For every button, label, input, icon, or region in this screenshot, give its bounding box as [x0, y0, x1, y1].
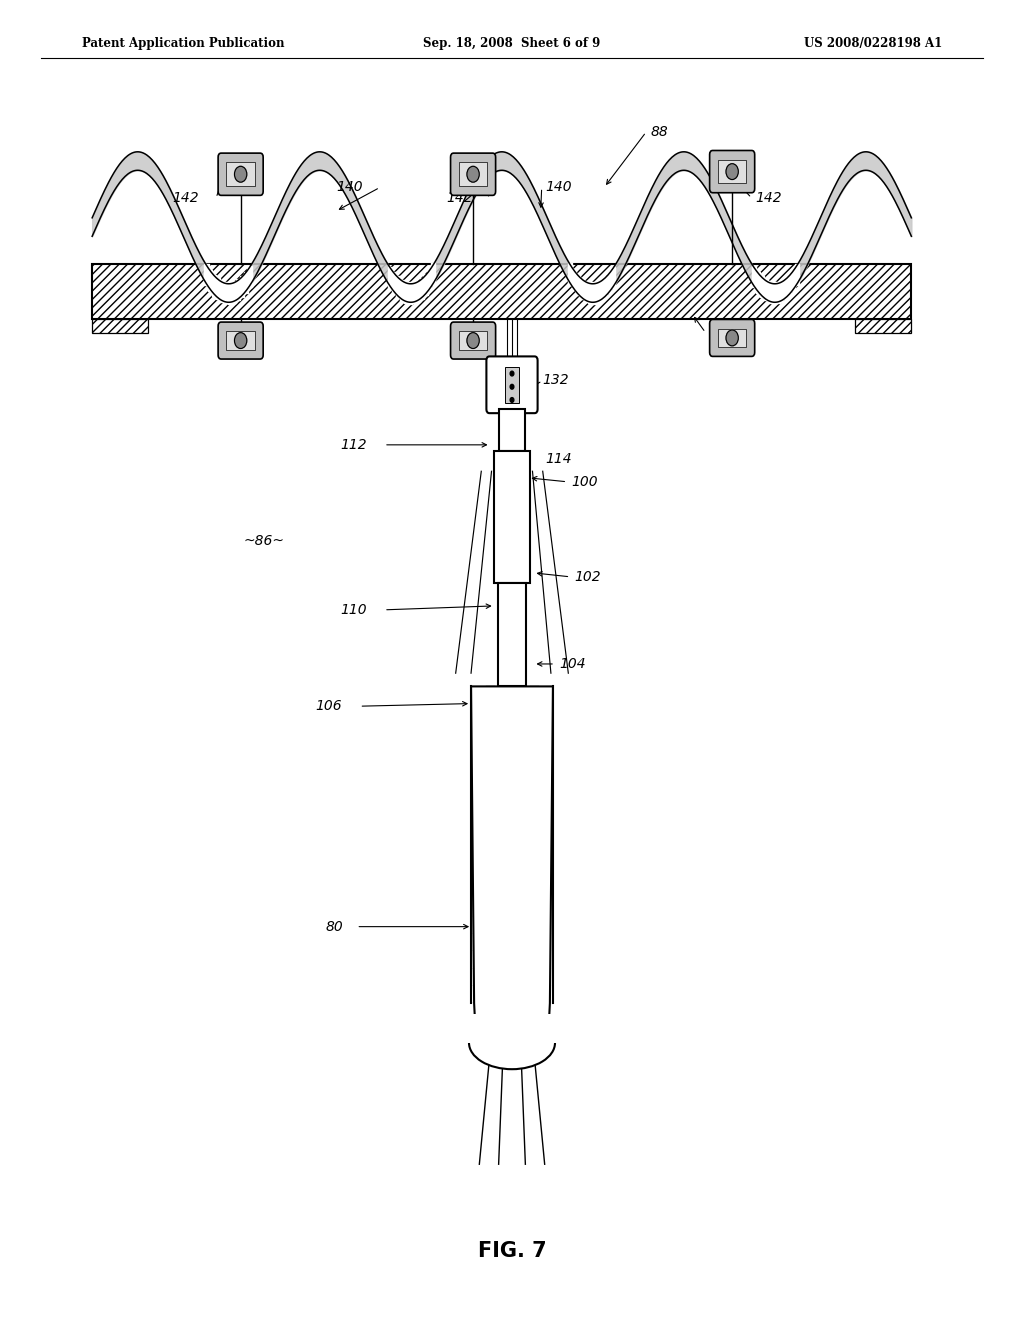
Text: 88: 88 [650, 125, 668, 139]
Text: Patent Application Publication: Patent Application Publication [82, 37, 285, 50]
Bar [92, 319, 148, 333]
Bar [494, 451, 530, 583]
Bar [499, 409, 525, 451]
Circle shape [234, 333, 247, 348]
Bar [855, 319, 911, 333]
Circle shape [510, 371, 514, 376]
Bar [92, 264, 911, 319]
FancyBboxPatch shape [718, 329, 746, 347]
Bar [855, 319, 911, 333]
Text: 142: 142 [446, 191, 473, 205]
FancyBboxPatch shape [226, 162, 255, 186]
Text: 106: 106 [315, 700, 342, 713]
Text: Sep. 18, 2008  Sheet 6 of 9: Sep. 18, 2008 Sheet 6 of 9 [423, 37, 601, 50]
Text: FIG. 7: FIG. 7 [477, 1241, 547, 1262]
FancyBboxPatch shape [718, 160, 746, 183]
Ellipse shape [469, 1016, 555, 1069]
FancyBboxPatch shape [710, 319, 755, 356]
Text: 102: 102 [574, 570, 601, 583]
Text: 112: 112 [340, 438, 367, 451]
Text: 80: 80 [326, 920, 343, 933]
Circle shape [726, 330, 738, 346]
Circle shape [510, 397, 514, 403]
FancyBboxPatch shape [486, 356, 538, 413]
Text: 140: 140 [336, 181, 362, 194]
Circle shape [726, 164, 738, 180]
Bar [467, 1014, 557, 1043]
FancyBboxPatch shape [710, 150, 755, 193]
Circle shape [467, 166, 479, 182]
Text: ~86~: ~86~ [244, 535, 285, 548]
Text: 140: 140 [546, 181, 572, 194]
FancyBboxPatch shape [218, 322, 263, 359]
Circle shape [467, 333, 479, 348]
Text: US 2008/0228198 A1: US 2008/0228198 A1 [804, 37, 942, 50]
Text: 132: 132 [543, 374, 569, 387]
Text: 142: 142 [172, 191, 199, 205]
Circle shape [234, 166, 247, 182]
FancyBboxPatch shape [459, 162, 487, 186]
Bar [92, 319, 148, 333]
Text: 104: 104 [559, 657, 586, 671]
Circle shape [510, 384, 514, 389]
FancyBboxPatch shape [451, 322, 496, 359]
FancyBboxPatch shape [218, 153, 263, 195]
Text: 114: 114 [710, 326, 736, 339]
Bar [505, 367, 519, 403]
Text: 100: 100 [571, 475, 598, 488]
Text: 142: 142 [756, 191, 782, 205]
Text: 110: 110 [340, 603, 367, 616]
Polygon shape [471, 686, 553, 1043]
FancyBboxPatch shape [451, 153, 496, 195]
Text: 114: 114 [546, 453, 572, 466]
Bar [92, 264, 911, 319]
FancyBboxPatch shape [459, 331, 487, 350]
FancyBboxPatch shape [226, 331, 255, 350]
Bar [498, 583, 526, 686]
